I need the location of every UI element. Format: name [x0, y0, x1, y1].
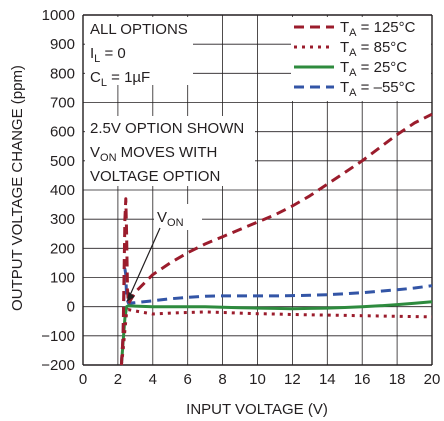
y-tick-label: −100 — [41, 328, 75, 345]
y-tick-label: 800 — [50, 65, 75, 82]
annotation-box-bg — [85, 116, 255, 186]
y-tick-label: 1000 — [42, 7, 75, 24]
y-tick-label: 400 — [50, 182, 75, 199]
x-tick-label: 14 — [319, 371, 336, 388]
von-arrowhead — [126, 291, 135, 302]
legend-label: TA = 85°C — [340, 39, 407, 59]
x-tick-label: 16 — [354, 371, 371, 388]
x-tick-label: 6 — [184, 371, 192, 388]
y-axis-title: OUTPUT VOLTAGE CHANGE (ppm) — [9, 65, 26, 311]
y-tick-label: 600 — [50, 124, 75, 141]
x-tick-label: 2 — [114, 371, 122, 388]
von-arrow — [129, 227, 161, 296]
x-tick-label: 0 — [79, 371, 87, 388]
annotation-line: 2.5V OPTION SHOWN — [90, 120, 244, 137]
y-tick-label: 500 — [50, 153, 75, 170]
series-layer — [119, 112, 433, 366]
legend-label: TA = 25°C — [340, 59, 407, 79]
annotation-line: VOLTAGE OPTION — [90, 168, 220, 185]
annotation-line: CL = 1µF — [90, 69, 150, 89]
x-tick-label: 8 — [218, 371, 226, 388]
y-tick-label: 900 — [50, 36, 75, 53]
x-tick-label: 4 — [149, 371, 157, 388]
y-tick-label: 300 — [50, 211, 75, 228]
x-tick-label: 12 — [284, 371, 301, 388]
x-axis-title: INPUT VOLTAGE (V) — [186, 401, 328, 418]
tick-labels: 0 2 4 6 8 10 12 14 16 18 20 −200 −100 0 100 200 300 400 50… — [41, 7, 440, 388]
x-tick-label: 18 — [389, 371, 406, 388]
y-tick-label: 700 — [50, 95, 75, 112]
y-tick-label: 200 — [50, 240, 75, 257]
annotation-box-bg — [85, 17, 193, 85]
series-line — [119, 308, 433, 366]
legend-label: TA = 125°C — [340, 19, 416, 39]
series-line — [119, 300, 433, 366]
x-tick-label: 10 — [249, 371, 266, 388]
annotation-line: VON MOVES WITH — [90, 144, 217, 164]
von-label-bg — [154, 204, 202, 230]
annotations: ALL OPTIONS IL = 0 CL = 1µF 2.5V OPTION SHO… — [85, 17, 431, 230]
von-label: VON — [157, 209, 184, 229]
annotation-line: ALL OPTIONS — [90, 21, 188, 38]
legend: TA = 125°CTA = 85°CTA = 25°CTA = –55°C — [294, 19, 416, 99]
series-line — [119, 112, 433, 366]
x-tick-label: 20 — [424, 371, 441, 388]
annotation-line: IL = 0 — [90, 45, 126, 65]
y-tick-label: 100 — [50, 270, 75, 287]
y-tick-label: 0 — [67, 299, 75, 316]
legend-label: TA = –55°C — [340, 79, 416, 99]
y-tick-label: −200 — [41, 357, 75, 374]
